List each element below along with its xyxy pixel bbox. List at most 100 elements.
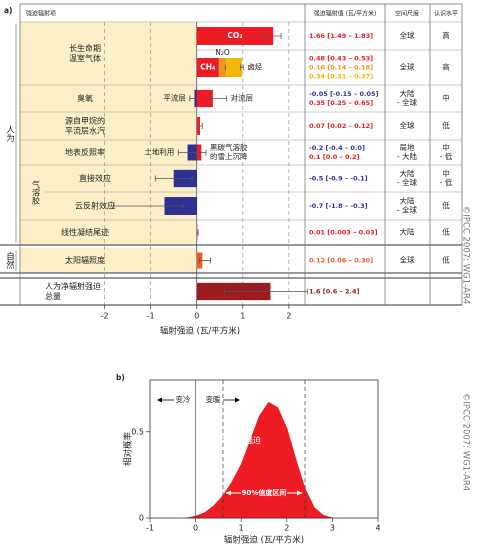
header: 强迫辐射项 bbox=[26, 10, 56, 18]
spatial-scale: 全球 bbox=[400, 62, 415, 72]
watermark: ©IPCC 2007: WG1-AR4 bbox=[461, 393, 471, 491]
x-tick-label: 0 bbox=[193, 524, 198, 533]
bar bbox=[196, 89, 213, 108]
density-area bbox=[186, 401, 333, 519]
value-label: -0.2 [-0.4 – 0.0] bbox=[309, 144, 365, 152]
value-label: -0.05 [-0.15 – 0.05] bbox=[309, 90, 379, 98]
background-layer bbox=[20, 22, 196, 273]
bar-label: 黑碳气溶胶 bbox=[210, 142, 248, 152]
understanding-level: 低 bbox=[442, 120, 450, 130]
row-label: 平流层水汽 bbox=[65, 126, 105, 136]
bar bbox=[196, 58, 219, 77]
row-label: 直接效应 bbox=[79, 173, 111, 183]
area-label: 总量 bbox=[229, 446, 245, 456]
spatial-scale: 大陆 bbox=[400, 196, 415, 206]
bar-label: 对流层 bbox=[231, 93, 254, 103]
y-tick-label: 0 bbox=[139, 514, 144, 523]
x-tick-label: 2 bbox=[284, 524, 289, 533]
spatial-scale: 大陆 bbox=[400, 168, 415, 178]
value-label: 0.16 [0.14 – 0.18] bbox=[309, 64, 373, 72]
spatial-scale: - 全球 bbox=[397, 97, 418, 107]
spatial-scale: 局地 bbox=[400, 142, 415, 152]
bar-label: 的雪上沉降 bbox=[210, 151, 248, 161]
x-tick-label: 1 bbox=[240, 312, 245, 321]
row-label: 云反射效应 bbox=[75, 201, 115, 211]
x-tick-label: 2 bbox=[286, 312, 291, 321]
x-axis-title: 辐射强迫 (瓦/平方米) bbox=[224, 535, 304, 545]
value-label: 0.07 [0.02 – 0.12] bbox=[309, 122, 373, 130]
arrow-head bbox=[235, 397, 240, 403]
y-tick-label: 0.5 bbox=[131, 427, 144, 436]
bar bbox=[226, 58, 242, 77]
understanding-level: - 低 bbox=[440, 151, 453, 161]
row-label: 温室气体 bbox=[69, 53, 101, 63]
bar-label: CH₄ bbox=[200, 63, 215, 72]
understanding-level: 中 bbox=[442, 93, 450, 103]
understanding-level: - 低 bbox=[440, 177, 453, 187]
value-label: 1.66 [1.49 – 1.83] bbox=[309, 32, 373, 40]
arrow-head bbox=[225, 490, 231, 496]
understanding-level: 高 bbox=[442, 30, 450, 40]
row-label: 长生命期 bbox=[69, 43, 101, 53]
row-label: 地表反照率 bbox=[65, 147, 105, 157]
x-tick-label: 0 bbox=[194, 312, 199, 321]
interval-label-bg bbox=[241, 488, 287, 498]
row-label: 总量 bbox=[45, 291, 61, 301]
x-axis-title: 辐射强迫 (瓦/平方米) bbox=[160, 326, 240, 337]
spatial-scale: - 全球 bbox=[397, 177, 418, 187]
x-tick-label: 1 bbox=[239, 524, 244, 533]
main-layer: a) 强迫辐射项 强迫辐射值 (瓦/平方米) 空间尺度 认识水平 辐射强迫 (瓦… bbox=[0, 3, 471, 545]
row-label: 人为净辐射强迫 bbox=[45, 281, 101, 291]
bar-label: 土地利用 bbox=[144, 147, 174, 157]
annotation: 变冷 bbox=[176, 394, 191, 404]
value-label: 0.34 [0.31 – 0.37] bbox=[309, 73, 373, 81]
value-label: 0.48 [0.43 – 0.53] bbox=[309, 55, 373, 63]
spatial-scale: 大陆 bbox=[400, 227, 415, 237]
spatial-scale: 全球 bbox=[400, 120, 415, 130]
spatial-scale: 全球 bbox=[400, 30, 415, 40]
row-label: 线性凝结尾迹 bbox=[61, 227, 109, 237]
panel-label: b) bbox=[116, 373, 125, 382]
spatial-scale: - 大陆 bbox=[397, 151, 418, 161]
header: 强迫辐射值 (瓦/平方米) bbox=[314, 10, 377, 18]
panel-label: a) bbox=[4, 6, 13, 15]
group-label: 气溶胶 bbox=[32, 180, 41, 206]
arrow-head bbox=[157, 397, 162, 403]
understanding-level: 低 bbox=[442, 200, 450, 210]
understanding-level: 低 bbox=[442, 255, 450, 265]
bar-label: CO₂ bbox=[227, 31, 242, 40]
interval-label: 90%信度区间 bbox=[242, 488, 287, 497]
header: 认识水平 bbox=[434, 10, 458, 18]
value-label: 0.12 [0.06 – 0.30] bbox=[309, 257, 373, 265]
section-label: 人为 bbox=[5, 125, 15, 143]
understanding-level: 高 bbox=[442, 62, 450, 72]
x-tick-label: -1 bbox=[147, 312, 155, 321]
understanding-level: 低 bbox=[442, 227, 450, 237]
value-label: -0.7 [-1.8 – -0.3] bbox=[309, 202, 368, 210]
annotation: 变暖 bbox=[206, 394, 221, 404]
value-label: 0.01 [0.003 – 0.03] bbox=[309, 229, 378, 237]
spatial-scale: 大陆 bbox=[400, 88, 415, 98]
value-label: 0.35 [0.25 – 0.65] bbox=[309, 99, 373, 107]
bar-label: N₂O bbox=[215, 48, 230, 57]
row-label: 太阳辐照度 bbox=[65, 255, 105, 265]
bar-label: 卤烃 bbox=[247, 62, 262, 72]
bar bbox=[218, 58, 227, 77]
x-tick-label: -1 bbox=[146, 524, 154, 533]
spatial-scale: - 全球 bbox=[397, 205, 418, 215]
row-background bbox=[20, 248, 196, 273]
understanding-level: 中 bbox=[442, 142, 450, 152]
value-label: 0.1 [0.0 – 0.2] bbox=[309, 153, 360, 161]
x-tick-label: 3 bbox=[330, 524, 335, 533]
plot-frame bbox=[149, 379, 379, 519]
row-label: 源自甲烷的 bbox=[65, 116, 105, 126]
section-label: 自然 bbox=[5, 251, 15, 269]
header: 空间尺度 bbox=[395, 10, 419, 18]
x-tick-label: 4 bbox=[375, 524, 380, 533]
y-axis-title: 相对概率 bbox=[123, 432, 134, 467]
x-tick-label: -2 bbox=[101, 312, 109, 321]
bar bbox=[196, 27, 274, 45]
bar-label: 平流层 bbox=[163, 93, 186, 103]
value-label: -0.5 [-0.9 – -0.1] bbox=[309, 175, 368, 183]
